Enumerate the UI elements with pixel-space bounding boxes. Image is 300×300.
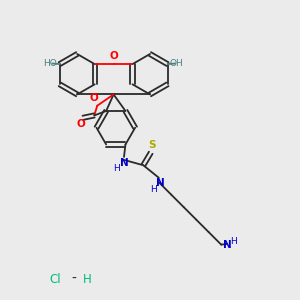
Text: N: N: [120, 158, 128, 168]
Text: HO: HO: [44, 59, 57, 68]
Text: N: N: [156, 178, 165, 188]
Text: O: O: [76, 119, 85, 129]
Text: OH: OH: [170, 59, 184, 68]
Text: H: H: [83, 273, 92, 286]
Text: H: H: [150, 184, 157, 194]
Text: O: O: [109, 50, 118, 61]
Text: Cl: Cl: [49, 273, 61, 286]
Text: H: H: [113, 164, 120, 173]
Text: S: S: [148, 140, 156, 150]
Text: H: H: [231, 236, 237, 245]
Text: -: -: [72, 272, 76, 286]
Text: N: N: [223, 240, 231, 250]
Text: O: O: [89, 93, 98, 103]
